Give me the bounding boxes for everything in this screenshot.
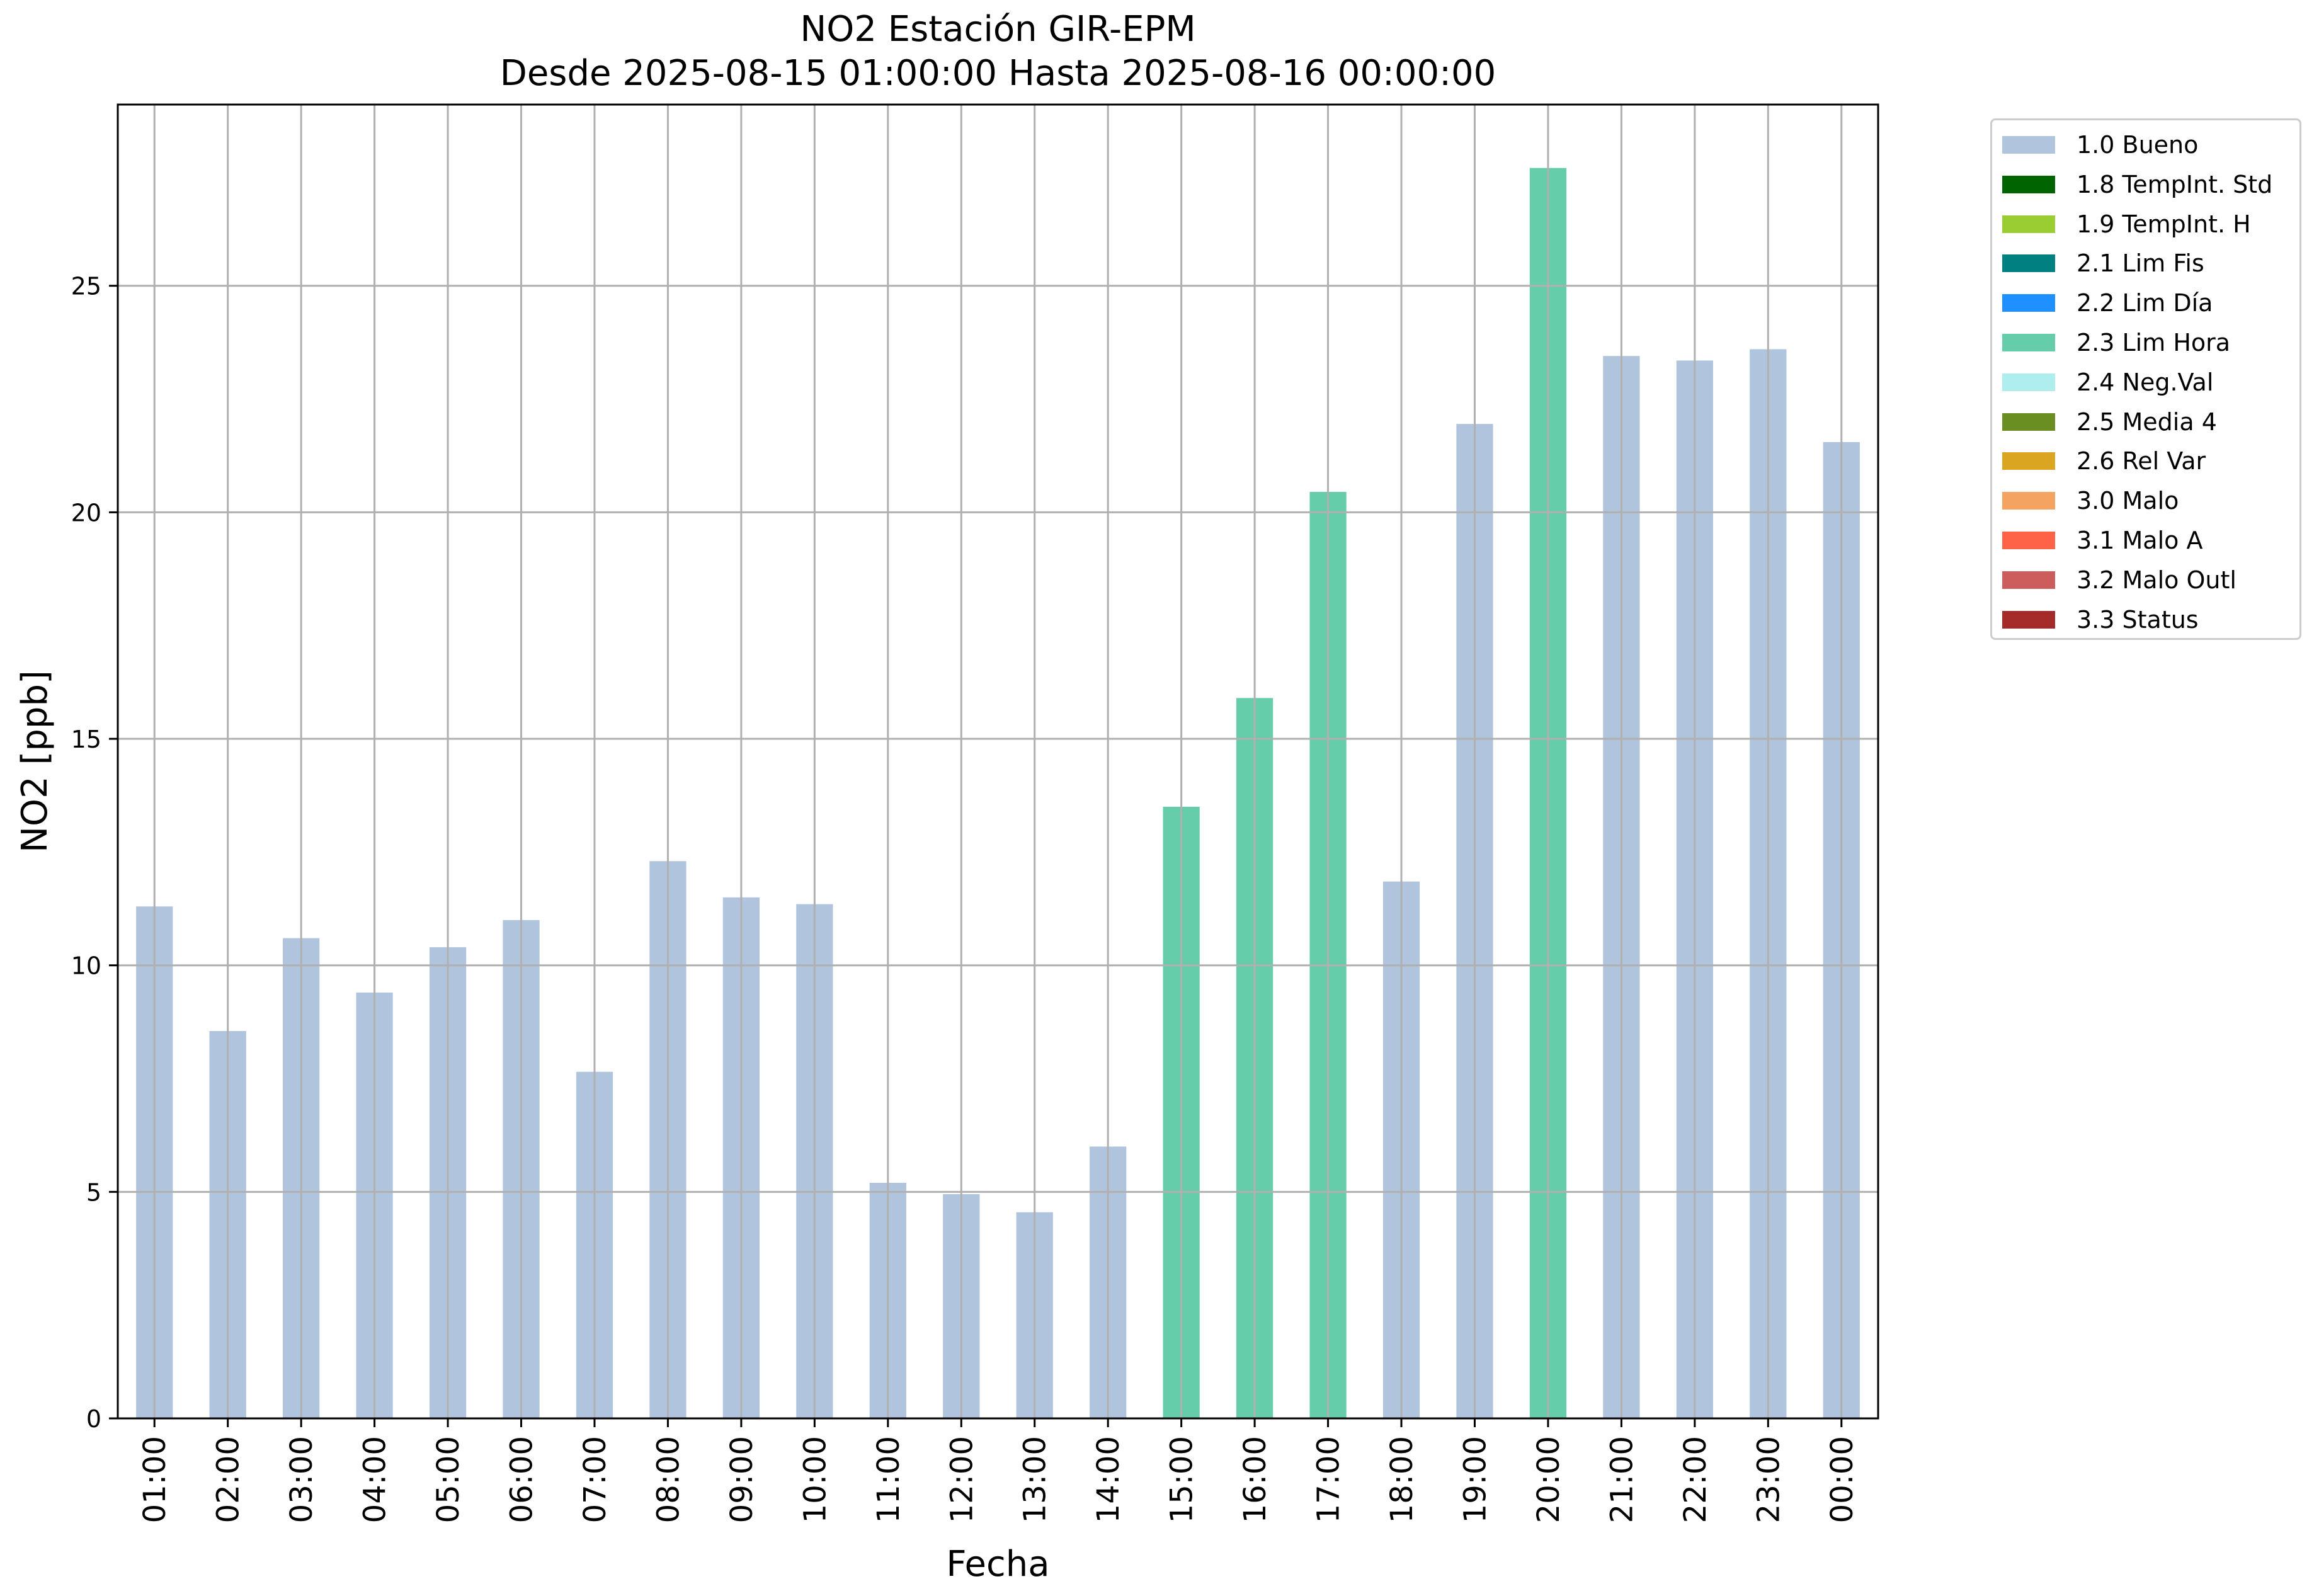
x-tick-label: 20:00 — [1531, 1436, 1566, 1523]
legend-swatch — [2002, 532, 2055, 549]
plot-frame — [117, 103, 1879, 1420]
legend-swatch — [2002, 334, 2055, 351]
legend-swatch — [2002, 373, 2055, 391]
legend-item: 3.1 Malo A — [2002, 521, 2202, 560]
legend-swatch — [2002, 294, 2055, 312]
legend-item: 2.4 Neg.Val — [2002, 363, 2213, 402]
legend-label: 2.6 Rel Var — [2077, 447, 2206, 476]
legend-label: 2.2 Lim Día — [2077, 289, 2213, 317]
x-axis-label: Fecha — [946, 1544, 1049, 1585]
x-tick-label: 01:00 — [137, 1436, 173, 1523]
legend-label: 1.8 TempInt. Std — [2077, 170, 2273, 198]
x-tick-label: 23:00 — [1751, 1436, 1786, 1523]
legend-label: 3.0 Malo — [2077, 487, 2179, 515]
x-tick-label: 02:00 — [211, 1436, 246, 1523]
x-tick-label: 14:00 — [1091, 1436, 1126, 1523]
legend-item: 3.3 Status — [2002, 600, 2199, 639]
x-tick-label: 19:00 — [1457, 1436, 1493, 1523]
legend-item: 2.3 Lim Hora — [2002, 323, 2230, 362]
x-tick-label: 12:00 — [944, 1436, 979, 1523]
legend-item: 2.6 Rel Var — [2002, 442, 2206, 481]
x-tick-label: 22:00 — [1678, 1436, 1713, 1523]
x-tick-label: 17:00 — [1311, 1436, 1347, 1523]
legend-label: 2.5 Media 4 — [2077, 408, 2217, 436]
chart-subtitle: Desde 2025-08-15 01:00:00 Hasta 2025-08-… — [499, 53, 1496, 94]
legend-swatch — [2002, 492, 2055, 510]
legend-label: 2.3 Lim Hora — [2077, 329, 2231, 356]
y-tick-label: 5 — [86, 1178, 101, 1206]
legend-label: 2.1 Lim Fis — [2077, 249, 2204, 278]
legend-swatch — [2002, 452, 2055, 470]
legend-label: 3.1 Malo A — [2077, 527, 2203, 554]
x-tick-label: 09:00 — [724, 1436, 760, 1523]
legend-swatch — [2002, 254, 2055, 273]
chart-title: NO2 Estación GIR-EPM — [800, 9, 1196, 50]
x-tick-label: 08:00 — [651, 1436, 686, 1523]
x-tick-label: 13:00 — [1018, 1436, 1053, 1523]
legend-label: 2.4 Neg.Val — [2077, 368, 2214, 396]
legend-item: 3.0 Malo — [2002, 481, 2179, 520]
legend-item: 1.0 Bueno — [2002, 125, 2198, 164]
legend-item: 2.5 Media 4 — [2002, 402, 2217, 442]
y-tick-label: 15 — [71, 726, 101, 753]
x-tick-label: 21:00 — [1604, 1436, 1639, 1523]
legend-swatch — [2002, 413, 2055, 431]
y-tick-label: 25 — [71, 273, 101, 300]
legend-item: 2.1 Lim Fis — [2002, 244, 2204, 283]
legend-label: 1.9 TempInt. H — [2077, 210, 2251, 238]
legend-label: 3.2 Malo Outl — [2077, 566, 2236, 594]
x-tick-label: 00:00 — [1825, 1436, 1860, 1523]
legend-item: 1.8 TempInt. Std — [2002, 165, 2272, 204]
legend-swatch — [2002, 136, 2055, 154]
x-tick-label: 18:00 — [1384, 1436, 1420, 1523]
x-tick-label: 03:00 — [284, 1436, 319, 1523]
x-tick-label: 04:00 — [358, 1436, 393, 1523]
y-axis-label: NO2 [ppb] — [14, 670, 55, 853]
legend-swatch — [2002, 175, 2055, 193]
y-tick-label: 0 — [86, 1405, 101, 1433]
legend-swatch — [2002, 215, 2055, 233]
legend-swatch — [2002, 571, 2055, 589]
legend-item: 3.2 Malo Outl — [2002, 561, 2236, 600]
legend-label: 3.3 Status — [2077, 605, 2199, 634]
legend-swatch — [2002, 610, 2055, 629]
y-tick-label: 20 — [71, 499, 101, 527]
y-tick-label: 10 — [71, 952, 101, 980]
legend: 1.0 Bueno 1.8 TempInt. Std 1.9 TempInt. H 2… — [1990, 118, 2301, 640]
legend-item: 1.9 TempInt. H — [2002, 205, 2251, 244]
x-tick-label: 05:00 — [431, 1436, 466, 1523]
x-tick-label: 15:00 — [1165, 1436, 1200, 1523]
legend-label: 1.0 Bueno — [2077, 131, 2199, 159]
x-tick-label: 16:00 — [1238, 1436, 1273, 1523]
x-tick-label: 06:00 — [504, 1436, 540, 1523]
x-tick-label: 07:00 — [578, 1436, 613, 1523]
x-tick-label: 11:00 — [871, 1436, 906, 1523]
legend-item: 2.2 Lim Día — [2002, 283, 2213, 322]
x-tick-label: 10:00 — [797, 1436, 833, 1523]
